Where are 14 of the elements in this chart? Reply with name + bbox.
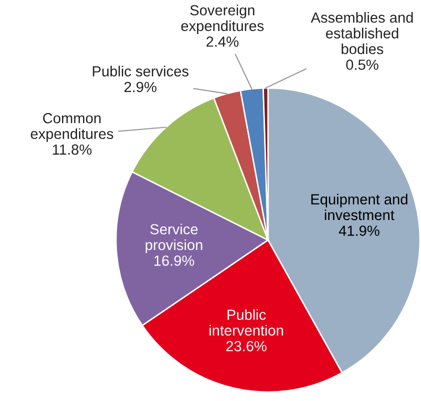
slice-label: Equipment and investment <box>311 194 408 220</box>
data-label: 16.9% <box>154 256 194 266</box>
slice-label: Service provision <box>146 224 202 254</box>
data-label: 2.4% <box>206 36 238 47</box>
data-label: 23.6% <box>226 341 266 352</box>
data-label: 2.9% <box>124 82 156 92</box>
data-label: 41.9% <box>338 226 380 236</box>
slice-label: Assemblies and established bodies <box>310 12 413 54</box>
slice-label: Sovereign expenditures <box>181 4 264 34</box>
data-label: 0.5% <box>346 60 378 70</box>
slice-label: Public services <box>92 66 188 76</box>
slice-label: Common expenditures <box>30 113 114 142</box>
data-label: 11.8% <box>52 144 92 155</box>
slice-label: Public intervention <box>210 309 284 336</box>
